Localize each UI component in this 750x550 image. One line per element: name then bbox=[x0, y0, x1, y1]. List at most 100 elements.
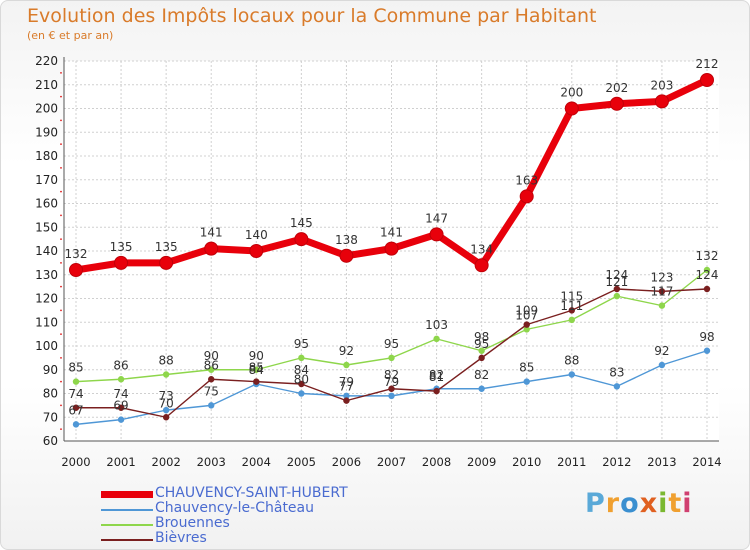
data-label: 77 bbox=[339, 380, 354, 394]
data-point bbox=[658, 288, 666, 295]
data-point bbox=[294, 232, 309, 247]
data-label: 140 bbox=[245, 228, 268, 242]
data-label: 200 bbox=[560, 86, 583, 100]
data-point bbox=[117, 404, 125, 411]
data-point bbox=[298, 390, 305, 397]
data-label: 79 bbox=[339, 375, 354, 389]
x-tick-label: 2009 bbox=[467, 455, 496, 469]
data-point bbox=[703, 347, 711, 354]
data-point bbox=[568, 371, 575, 378]
x-tick-label: 2013 bbox=[647, 455, 676, 469]
y-tick-label: 110 bbox=[35, 315, 58, 329]
x-tick-label: 2004 bbox=[242, 455, 271, 469]
x-tick-label: 2012 bbox=[602, 455, 631, 469]
x-tick-label: 2006 bbox=[332, 455, 361, 469]
x-tick-label: 2008 bbox=[422, 455, 451, 469]
data-point bbox=[613, 292, 621, 300]
data-label: 86 bbox=[204, 358, 219, 372]
data-label: 69 bbox=[113, 399, 128, 413]
data-label: 92 bbox=[339, 344, 354, 358]
data-point bbox=[613, 285, 621, 293]
y-tick-label: 180 bbox=[35, 149, 58, 163]
data-point bbox=[72, 378, 80, 385]
data-point bbox=[339, 248, 354, 263]
data-label: 90 bbox=[249, 349, 264, 363]
y-tick-label: 80 bbox=[43, 387, 58, 401]
legend-label-chauvency-le-chateau: Chauvency-le-Château bbox=[155, 500, 314, 516]
data-label: 121 bbox=[605, 275, 628, 289]
data-label: 115 bbox=[560, 289, 583, 303]
data-point bbox=[343, 392, 350, 400]
y-minor-tick bbox=[60, 119, 62, 122]
y-minor-tick bbox=[60, 166, 62, 169]
legend-label-chauvency-saint-hubert: CHAUVENCY-SAINT-HUBERT bbox=[155, 485, 348, 501]
data-label: 124 bbox=[605, 268, 628, 282]
data-label: 109 bbox=[515, 304, 538, 318]
x-tick-label: 2000 bbox=[61, 455, 90, 469]
data-label: 88 bbox=[159, 354, 174, 368]
data-label: 124 bbox=[696, 268, 719, 282]
data-point bbox=[523, 321, 530, 328]
data-label: 98 bbox=[699, 330, 714, 344]
data-label: 135 bbox=[155, 240, 178, 254]
data-label: 98 bbox=[474, 330, 489, 344]
data-point bbox=[298, 354, 305, 362]
data-point bbox=[388, 354, 395, 362]
y-minor-tick bbox=[60, 356, 62, 359]
data-label: 123 bbox=[650, 270, 673, 284]
data-label: 95 bbox=[294, 337, 309, 351]
data-label: 82 bbox=[474, 368, 489, 382]
y-minor-tick bbox=[60, 333, 62, 336]
data-label: 141 bbox=[380, 226, 403, 240]
data-label: 84 bbox=[249, 363, 264, 377]
legend-swatch-bievres bbox=[101, 539, 153, 541]
data-label: 67 bbox=[68, 403, 83, 417]
legend-swatch-brouennes bbox=[101, 524, 153, 526]
data-point bbox=[249, 244, 264, 258]
data-label: 163 bbox=[515, 173, 538, 187]
data-label: 82 bbox=[384, 368, 399, 382]
y-minor-tick bbox=[60, 143, 62, 146]
data-label: 111 bbox=[560, 299, 583, 313]
data-label: 88 bbox=[564, 354, 579, 368]
y-tick-label: 70 bbox=[43, 410, 58, 424]
data-label: 90 bbox=[204, 349, 219, 363]
y-minor-tick bbox=[60, 285, 62, 288]
data-point bbox=[208, 402, 215, 409]
data-point bbox=[208, 376, 215, 383]
data-point bbox=[253, 378, 260, 385]
x-tick-label: 2002 bbox=[152, 455, 181, 469]
data-label: 83 bbox=[609, 365, 624, 379]
data-label: 85 bbox=[68, 361, 83, 375]
y-tick-label: 220 bbox=[35, 54, 58, 68]
y-tick-label: 170 bbox=[35, 173, 58, 187]
data-label: 135 bbox=[110, 240, 133, 254]
data-point bbox=[159, 255, 174, 270]
legend-swatch-chauvency-saint-hubert bbox=[101, 491, 153, 498]
data-point bbox=[568, 307, 575, 314]
data-label: 81 bbox=[429, 370, 444, 384]
data-label: 203 bbox=[650, 78, 673, 92]
y-tick-label: 140 bbox=[35, 244, 58, 258]
data-label: 132 bbox=[696, 249, 719, 263]
x-tick-label: 2010 bbox=[512, 455, 541, 469]
data-point bbox=[162, 414, 170, 421]
data-label: 145 bbox=[290, 216, 313, 230]
data-label: 84 bbox=[294, 363, 309, 377]
y-tick-label: 190 bbox=[35, 125, 58, 139]
x-tick-label: 2001 bbox=[106, 455, 135, 469]
data-label: 132 bbox=[65, 247, 88, 261]
data-label: 86 bbox=[113, 358, 128, 372]
data-point bbox=[609, 96, 624, 111]
y-minor-tick bbox=[60, 309, 62, 312]
y-minor-tick bbox=[60, 261, 62, 264]
y-tick-label: 60 bbox=[43, 434, 58, 448]
data-point bbox=[69, 263, 83, 277]
data-point bbox=[658, 302, 666, 309]
proxiti-logo: Proxiti bbox=[585, 488, 693, 519]
y-tick-label: 100 bbox=[35, 339, 58, 353]
data-point bbox=[613, 383, 621, 390]
data-point bbox=[117, 416, 125, 423]
y-tick-label: 120 bbox=[35, 292, 58, 306]
